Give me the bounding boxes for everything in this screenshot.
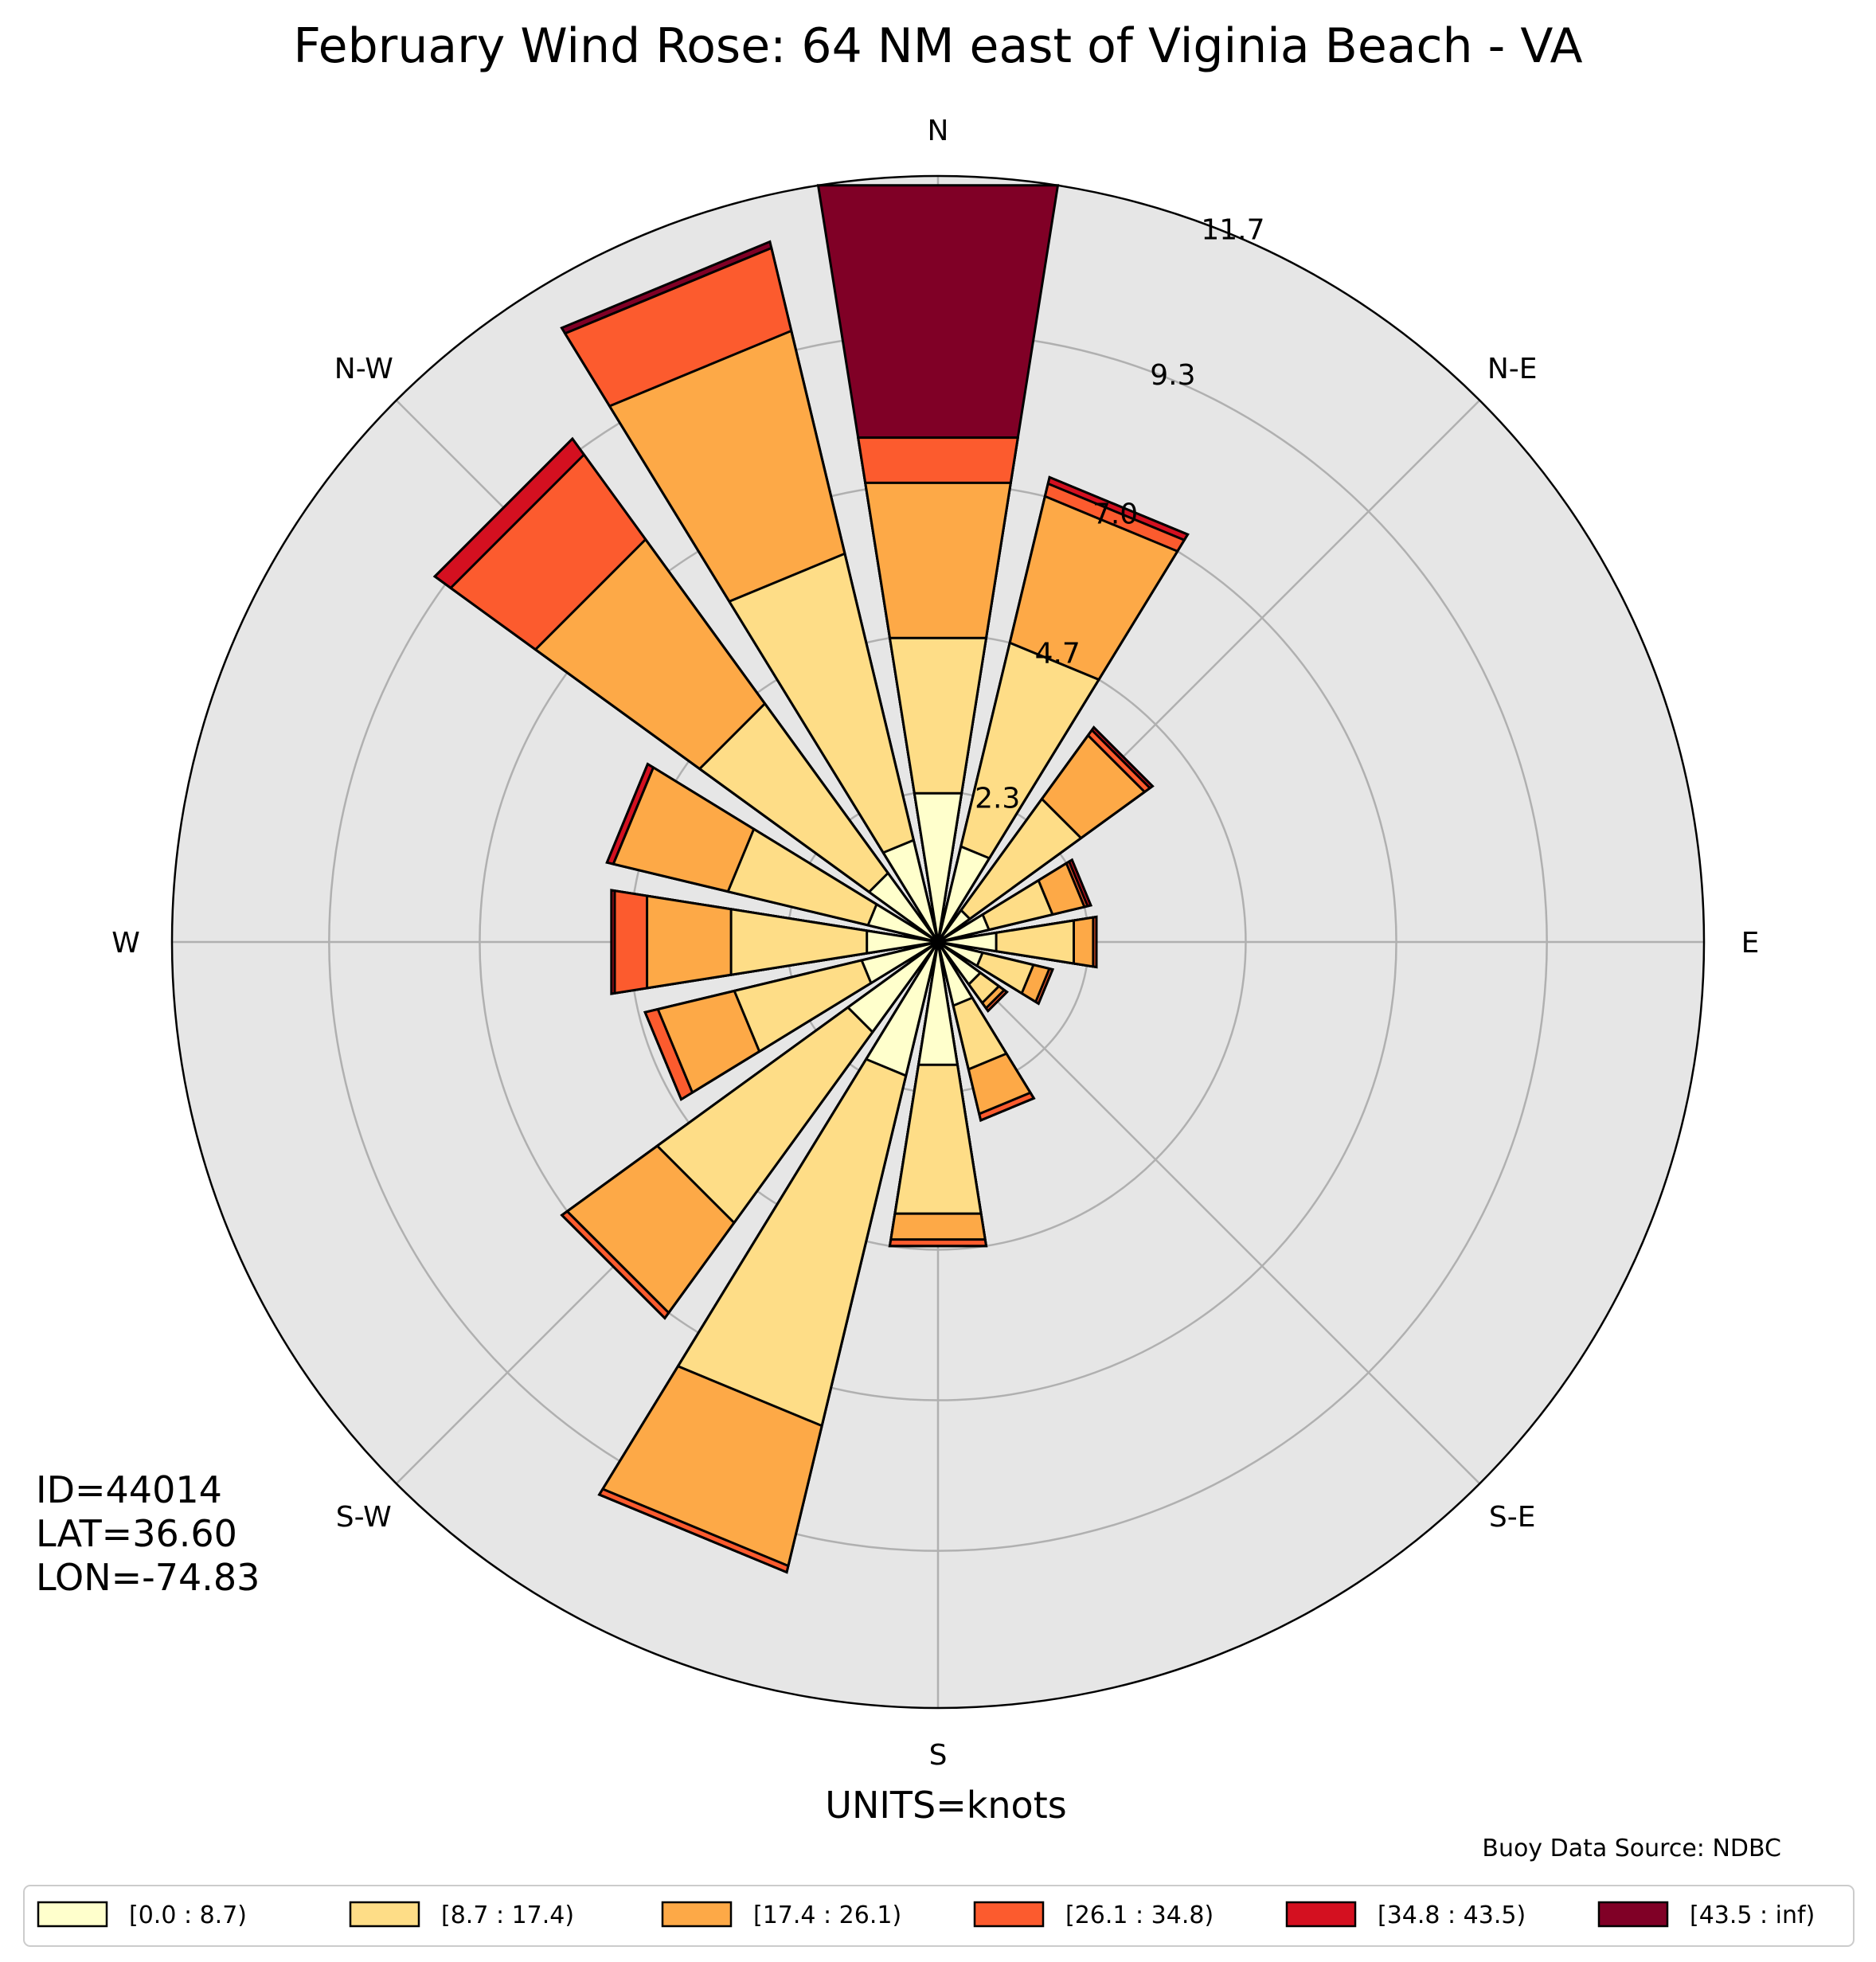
plot-outline [170, 174, 1706, 1710]
polar-plot: 2.3 4.7 7.0 9.3 11.7 N N-E E S-E S S-W W N-W [111, 115, 1759, 1772]
legend-label-6: [43.5 : inf) [1690, 1901, 1815, 1929]
legend-frame [23, 1885, 1855, 1947]
ring-label-2: 4.7 [1035, 637, 1081, 670]
station-lat: LAT=36.60 [36, 1512, 237, 1555]
bar-ene-bin-1 [937, 913, 991, 944]
bar-sse-bin-1 [936, 941, 975, 1008]
ring-labels: 2.3 4.7 7.0 9.3 11.7 [975, 214, 1264, 815]
ring-label-1: 2.3 [975, 783, 1020, 815]
ring-label-5: 11.7 [1201, 214, 1264, 247]
direction-label-s-e: S-E [1489, 1501, 1536, 1534]
legend-swatch-6 [1597, 1901, 1669, 1928]
data-source: Buoy Data Source: NDBC [1482, 1835, 1781, 1862]
legend-label-3: [17.4 : 26.1) [753, 1901, 901, 1929]
bar-sw-bin-1 [846, 940, 940, 1034]
bar-nnw-bin-1 [881, 838, 940, 943]
legend-swatch-4 [973, 1901, 1045, 1928]
bar-n-bin-2 [888, 636, 988, 943]
legend-swatch-2 [349, 1901, 420, 1928]
bar-ssw-bin-1 [864, 941, 940, 1077]
direction-labels: N N-E E S-E S S-W W N-W [111, 115, 1759, 1772]
legend-swatch-5 [1285, 1901, 1357, 1928]
bar-w-bin-2 [729, 908, 939, 976]
bar-nnw-bin-2 [727, 552, 940, 943]
grid-spoke-4 [937, 941, 1481, 1485]
legend-label-5: [34.8 : 43.5) [1378, 1901, 1526, 1929]
bar-e-bin-1 [937, 931, 998, 953]
bar-s-bin-2 [893, 941, 983, 1215]
bar-nne-bin-1 [936, 845, 991, 943]
bar-n-bin-1 [913, 791, 963, 943]
units-label: UNITS=knots [825, 1784, 1066, 1827]
bar-se-bin-1 [936, 940, 983, 987]
bar-w-bin-1 [866, 929, 939, 955]
bar-s-bin-1 [917, 941, 959, 1066]
bar-ne-bin-1 [936, 908, 972, 944]
chart-title: February Wind Rose: 64 NM east of Vigini… [293, 18, 1582, 74]
station-lon: LON=-74.83 [36, 1556, 260, 1599]
legend-swatch-3 [661, 1901, 733, 1928]
legend: [0.0 : 8.7) [8.7 : 17.4) [17.4 : 26.1) [26.… [23, 1885, 1855, 1947]
bar-nw-bin-1 [867, 871, 940, 944]
legend-swatch-1 [37, 1901, 108, 1928]
direction-label-s-w: S-W [336, 1501, 392, 1534]
legend-label-4: [26.1 : 34.8) [1065, 1901, 1214, 1929]
direction-label-n-e: N-E [1487, 353, 1538, 385]
direction-label-w: W [111, 927, 140, 960]
bar-e-bin-2 [937, 919, 1075, 965]
ring-label-3: 7.0 [1092, 498, 1138, 531]
bar-wnw-bin-1 [866, 902, 939, 944]
station-id: ID=44014 [36, 1468, 222, 1511]
ring-label-4: 9.3 [1150, 359, 1195, 392]
bars-group [432, 184, 1190, 1574]
bar-wsw-bin-1 [860, 940, 939, 985]
direction-label-n-w: N-W [334, 353, 393, 385]
legend-label-2: [8.7 : 17.4) [441, 1901, 574, 1929]
direction-label-n: N [928, 115, 949, 147]
station-info: ID=44014 LAT=36.60 LON=-74.83 [36, 1468, 260, 1599]
legend-label-1: [0.0 : 8.7) [129, 1901, 247, 1929]
bar-ese-bin-1 [937, 940, 985, 968]
direction-label-e: E [1741, 927, 1760, 960]
direction-label-s: S [929, 1739, 948, 1772]
bar-ne-bin-2 [936, 797, 1083, 944]
